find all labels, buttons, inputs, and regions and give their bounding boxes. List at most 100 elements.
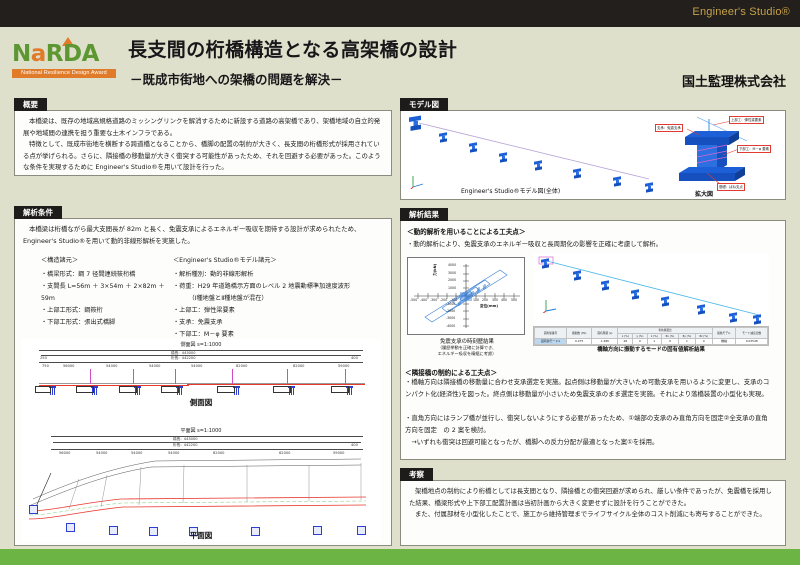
conditions-intro: 本橋梁は桁橋ながら最大支間長が 82m と長く、免震支承によるエネルギー吸収を期… bbox=[23, 225, 361, 245]
side-view-span-label: 54000 bbox=[106, 364, 118, 368]
discussion-panel: 考察 架橋地点の制約により桁橋としては長支間となり、隣接橋との衝突回避が求められ… bbox=[400, 468, 786, 546]
model-spec-item: ・上部工：弾性梁要素 bbox=[173, 307, 235, 315]
model-label-foundation: 基礎：ばね支点 bbox=[717, 183, 745, 191]
analysis-conditions-panel-tab: 解析条件 bbox=[14, 206, 62, 219]
table-subcol-header: θy (%) bbox=[677, 332, 696, 340]
table-col-header: 有効質量比 bbox=[617, 327, 713, 334]
table-cell-mass-tz: 0 bbox=[694, 338, 713, 345]
pier bbox=[134, 386, 141, 395]
model-spec-item: ・荷重：H29 年道路橋示方面のレベル 2 地震動標準加速度波形 bbox=[173, 283, 351, 291]
pier bbox=[91, 386, 98, 395]
model-diagram-panel: モデル図 Engineer's Studio®モデル図(全体) bbox=[400, 98, 786, 200]
abutment bbox=[331, 386, 349, 393]
abutment bbox=[273, 386, 291, 393]
top-bar: Engineer's Studio® bbox=[0, 0, 800, 27]
side-view-total-length: 橋長：443000 bbox=[171, 351, 196, 355]
results-bullet-2: ・橋軸方向は隣接橋の移動量に合わせ支承選定を実施。起点側は移動量が大きいため可動… bbox=[405, 378, 770, 398]
model-whole-bridge bbox=[418, 122, 650, 180]
hysteresis-note: （履歴挙動を正確に計算でき、 エネルギー吸収を精緼に考慮） bbox=[437, 345, 497, 356]
table-cell-model: 橋軸 bbox=[711, 338, 737, 345]
bearing-3d bbox=[541, 258, 549, 269]
side-view-caption: 側面図 bbox=[189, 398, 213, 407]
plan-view-span-label: 54000 bbox=[131, 451, 143, 455]
table-subcol-header: θz (%) bbox=[694, 332, 713, 340]
model-label-bearing: 支承：免震支承 bbox=[655, 124, 683, 132]
discussion-panel-tab: 考察 bbox=[400, 468, 433, 481]
plan-view-caption: 平面図 bbox=[189, 531, 213, 540]
plan-view-span-label: 82000 bbox=[213, 451, 225, 455]
hysteresis-caption: 免震支承の時刻歴結果 bbox=[440, 339, 494, 345]
results-heading-1: ＜動的解析を用いることによる工夫点＞ bbox=[407, 228, 526, 236]
mode-shape-caption: 橋軸方向に振動するモードの固有値解析結果 bbox=[597, 347, 705, 353]
plan-view-span-label: 82000 bbox=[279, 451, 291, 455]
page-title: 長支間の桁橋構造となる高架橋の設計 bbox=[128, 39, 458, 61]
plan-view-span-label: 56000 bbox=[59, 451, 71, 455]
table-subcol-header: z (%) bbox=[646, 332, 663, 340]
bearing-3d bbox=[753, 314, 761, 325]
table-cell-mass-z: 1 bbox=[646, 338, 663, 345]
side-view-end-left: 250 bbox=[40, 356, 47, 360]
bearing-3d bbox=[729, 312, 737, 323]
plan-bearing bbox=[66, 523, 75, 532]
overview-panel: 概要 本橋梁は、既存の地域高規格道路のミッシングリンクを解消するために新設する道… bbox=[14, 98, 392, 176]
discussion-paragraph-1: 架橋地点の制約により桁橋としては長支間となり、隣接橋との衝突回避が求められ、厳し… bbox=[409, 487, 772, 507]
footer-bar bbox=[0, 549, 800, 565]
plan-view-girder-length: 桁長：442200 bbox=[173, 443, 198, 447]
axis-triad-icon bbox=[542, 300, 557, 313]
spec-columns: ＜構造諸元＞ ・橋梁形式：鋼 7 径間連続筱桁橋 ・支間長 L=56m ＋ 3×… bbox=[23, 255, 383, 341]
overview-paragraph-1: 本橋梁は、既存の地域高規格道路のミッシングリンクを解消するために新設する道路の高… bbox=[23, 117, 381, 137]
plan-view-total-length: 橋長：443000 bbox=[173, 437, 198, 441]
table-subcol-header: x (%) bbox=[617, 332, 634, 340]
results-bullet-1: ・動的解析により、免震支承のエネルギー吸収と長周期化の影響を正確に考慮して解析。 bbox=[407, 240, 663, 248]
bearing-3d bbox=[631, 289, 639, 300]
narda-logo: NaRDA National Resilience Design Award bbox=[12, 37, 116, 85]
model-spec-item: ・下部工：M－φ 要素 bbox=[173, 331, 234, 339]
plan-view-span-label: 54000 bbox=[96, 451, 108, 455]
bearing-3d bbox=[661, 296, 669, 307]
structure-spec-item: ・上部工形式：鋼筱桁 bbox=[41, 307, 103, 315]
structure-spec-item: ・橋梁形式：鋼 7 径間連続筱桁橋 bbox=[41, 271, 136, 279]
table-cell-period: 1.486 bbox=[591, 338, 619, 345]
abutment bbox=[161, 386, 179, 393]
structure-spec-heading: ＜構造諸元＞ bbox=[41, 257, 79, 265]
plan-bearing bbox=[29, 505, 38, 514]
model-spec-item: （Ⅰ種地盤とⅡ種地盤が混在） bbox=[173, 295, 268, 303]
side-view-span-label: 750 bbox=[42, 364, 49, 368]
analysis-conditions-panel: 解析条件 本橋梁は桁橋ながら最大支間長が 82m と長く、免震支承によるエネルギ… bbox=[14, 206, 392, 546]
plan-bearing bbox=[251, 527, 260, 536]
model-spec-column: ＜Engineer's Studio®モデル諸元＞ ・解析種別：動的非線形解析 … bbox=[173, 255, 373, 341]
page-subtitle: －既成市街地への架橋の問題を解決－ bbox=[130, 72, 343, 87]
mode-shape-diagram bbox=[533, 253, 769, 335]
table-cell-damping: 0.03548 bbox=[735, 338, 768, 345]
plan-view-drawing: 平面図 s=1:1000 橋長：443000 桁長：442200 400 560… bbox=[21, 427, 381, 542]
side-view-drawing: 側面図 s=1:1000 橋長：443000 桁長：442200 250 400… bbox=[21, 339, 381, 429]
results-heading-2: ＜隣接橋の制約による工夫点＞ bbox=[405, 369, 498, 377]
table-col-header: モード減衰定数 bbox=[735, 326, 768, 340]
bearing-3d bbox=[439, 132, 447, 143]
hysteresis-ylabel: 力(kN) bbox=[433, 263, 437, 276]
poster-header: NaRDA National Resilience Design Award 長… bbox=[0, 27, 800, 95]
hysteresis-plot-area bbox=[414, 264, 520, 328]
bearing-3d bbox=[409, 115, 421, 132]
side-view-title: 側面図 s=1:1000 bbox=[180, 342, 222, 348]
table-header-row: 固有値番号 振動数 (Hz) 固有周期 (s) 有効質量比 振動モデル モード減… bbox=[533, 326, 768, 340]
structure-spec-item: ・支間長 L=56m ＋ 3×54m ＋ 2×82m ＋ 59m bbox=[41, 283, 165, 303]
analysis-results-panel: 解析結果 ＜動的解析を用いることによる工夫点＞ ・動的解析により、免震支承のエネ… bbox=[400, 208, 786, 460]
side-view-span-label: 54000 bbox=[191, 364, 203, 368]
eigenvalue-table: 固有値番号 振動数 (Hz) 固有周期 (s) 有効質量比 振動モデル モード減… bbox=[533, 326, 769, 346]
plan-view-geometry bbox=[28, 458, 367, 520]
table-cell-mass-tx: 0 bbox=[661, 338, 679, 345]
leaf-icon bbox=[62, 37, 74, 46]
hysteresis-chart: -500 -400 -300 -200 -100 100 200 300 400… bbox=[407, 257, 525, 335]
axis-triad-icon bbox=[410, 176, 424, 189]
table-col-header: 振動モデル bbox=[711, 326, 737, 340]
bearing-3d bbox=[645, 182, 653, 193]
product-brand-label: Engineer's Studio® bbox=[692, 6, 790, 18]
side-view-span-label: 59000 bbox=[338, 364, 350, 368]
pier bbox=[346, 386, 353, 395]
bearing-3d bbox=[613, 176, 621, 187]
results-bullet-3: ・直角方向にはランプ橋が並行し、衝突しないようにする必要があったため、①端部の支… bbox=[405, 414, 768, 434]
table-cell-mass-x: 48 bbox=[617, 338, 634, 345]
side-view-girder-length: 桁長：442200 bbox=[171, 356, 196, 360]
